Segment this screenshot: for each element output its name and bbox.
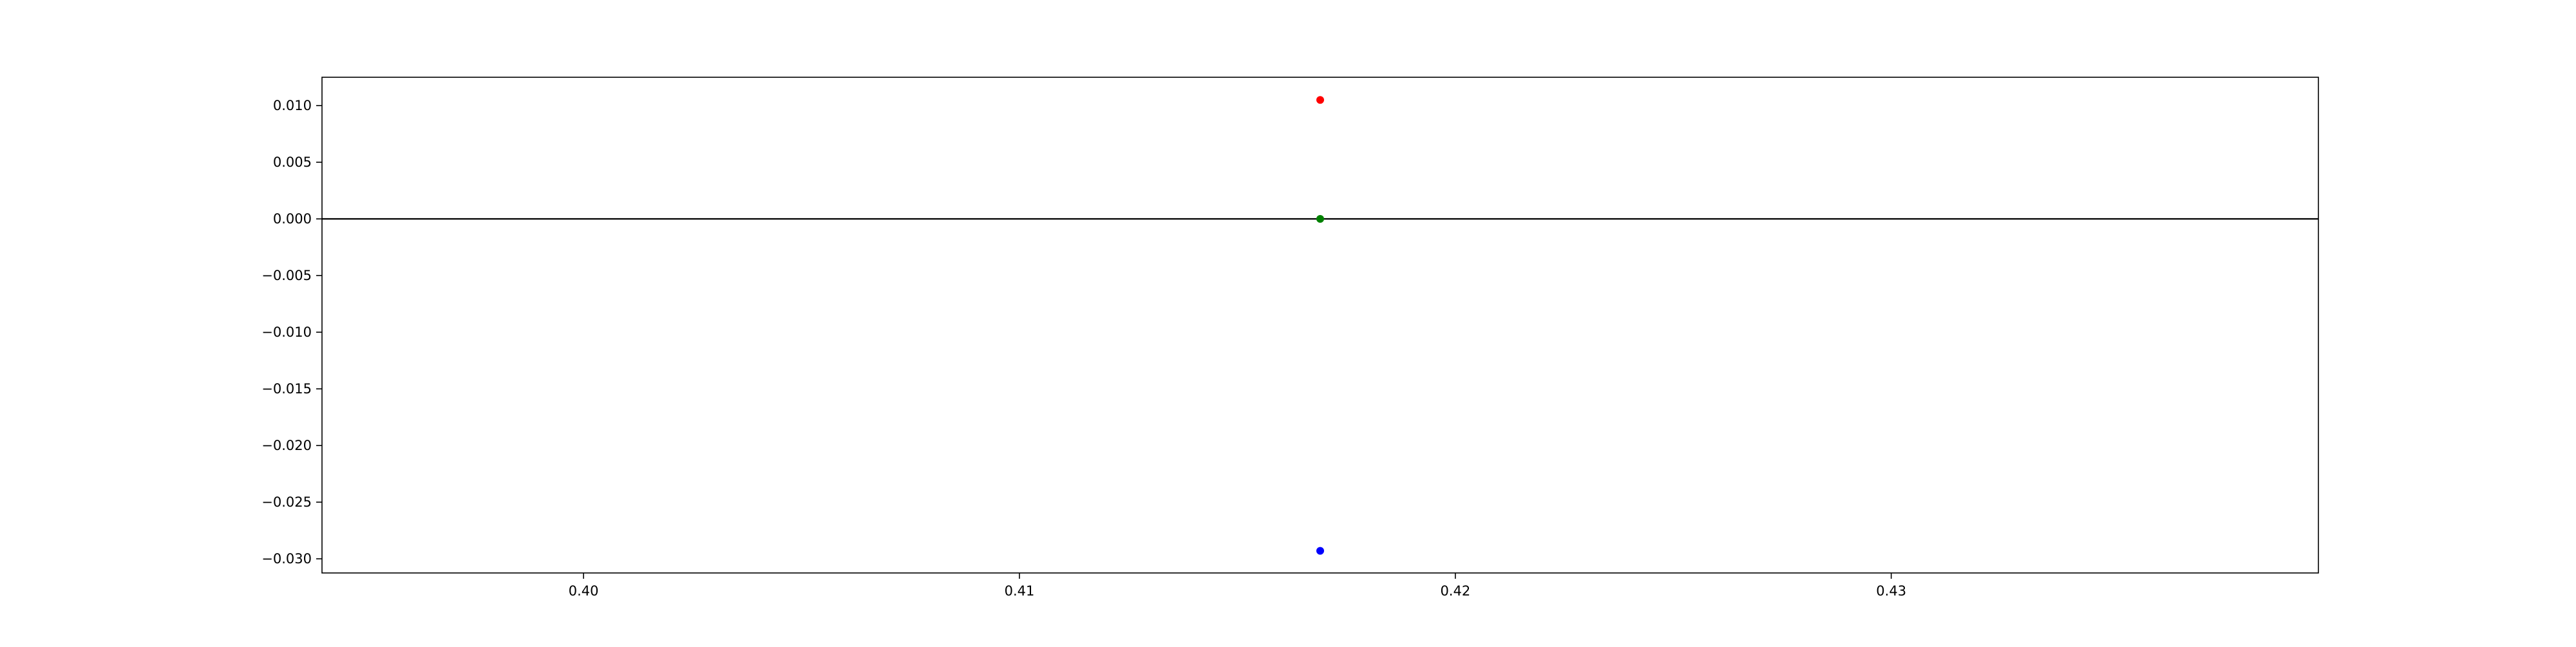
y-tick-label: −0.030 [261, 551, 312, 567]
y-tick-label: −0.015 [261, 381, 312, 397]
x-tick-label: 0.41 [1005, 583, 1035, 599]
y-tick-label: 0.000 [273, 211, 312, 227]
plot-area [322, 77, 2318, 573]
x-tick-label: 0.40 [569, 583, 599, 599]
data-point [1316, 215, 1324, 223]
y-axis: 0.010 0.005 0.000 −0.005 −0.010 −0.015 −0.020 −… [261, 98, 322, 567]
y-tick-label: 0.010 [273, 98, 312, 113]
plot-frame [321, 77, 2319, 574]
data-point [1316, 547, 1324, 555]
x-tick-label: 0.43 [1876, 583, 1906, 599]
y-tick-label: −0.010 [261, 324, 312, 340]
data-points [1316, 96, 1324, 555]
y-tick-label: −0.020 [261, 438, 312, 453]
y-tick-label: 0.005 [273, 155, 312, 170]
y-tick-label: −0.005 [261, 268, 312, 283]
y-tick-label: −0.025 [261, 494, 312, 510]
x-axis: 0.40 0.41 0.42 0.43 [569, 573, 1906, 599]
data-point [1316, 96, 1324, 104]
x-tick-label: 0.42 [1440, 583, 1470, 599]
